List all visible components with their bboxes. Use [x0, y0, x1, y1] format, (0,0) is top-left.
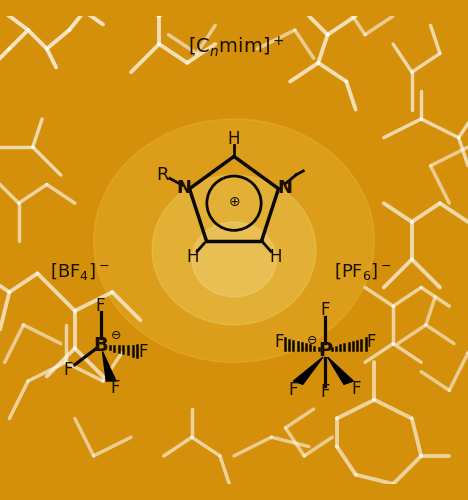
Ellipse shape [152, 175, 316, 325]
Text: $\ominus$: $\ominus$ [306, 334, 317, 347]
Text: $\oplus$: $\oplus$ [228, 196, 240, 209]
Text: [BF$_4$]$^-$: [BF$_4$]$^-$ [50, 260, 109, 281]
Text: F: F [111, 379, 120, 397]
Text: F: F [96, 296, 105, 314]
Text: F: F [63, 362, 73, 380]
Polygon shape [102, 352, 116, 381]
Text: $\ominus$: $\ominus$ [110, 329, 121, 342]
Text: F: F [275, 333, 284, 351]
Polygon shape [293, 357, 323, 384]
Text: F: F [321, 302, 330, 320]
Ellipse shape [192, 222, 276, 297]
Text: N: N [176, 179, 191, 197]
Text: H: H [186, 248, 199, 266]
Text: F: F [351, 380, 360, 398]
Text: B: B [93, 336, 108, 355]
Text: F: F [138, 342, 147, 360]
Text: H: H [228, 130, 240, 148]
Text: H: H [269, 248, 282, 266]
Text: P: P [318, 341, 332, 360]
Text: F: F [289, 382, 298, 400]
Text: [PF$_6$]$^-$: [PF$_6$]$^-$ [334, 260, 392, 281]
Text: F: F [321, 384, 330, 402]
Ellipse shape [94, 119, 374, 362]
Text: [C$_n$mim]$^+$: [C$_n$mim]$^+$ [188, 34, 285, 58]
Polygon shape [328, 357, 353, 384]
Text: R: R [156, 166, 168, 184]
Text: F: F [366, 333, 376, 351]
Text: N: N [277, 179, 292, 197]
